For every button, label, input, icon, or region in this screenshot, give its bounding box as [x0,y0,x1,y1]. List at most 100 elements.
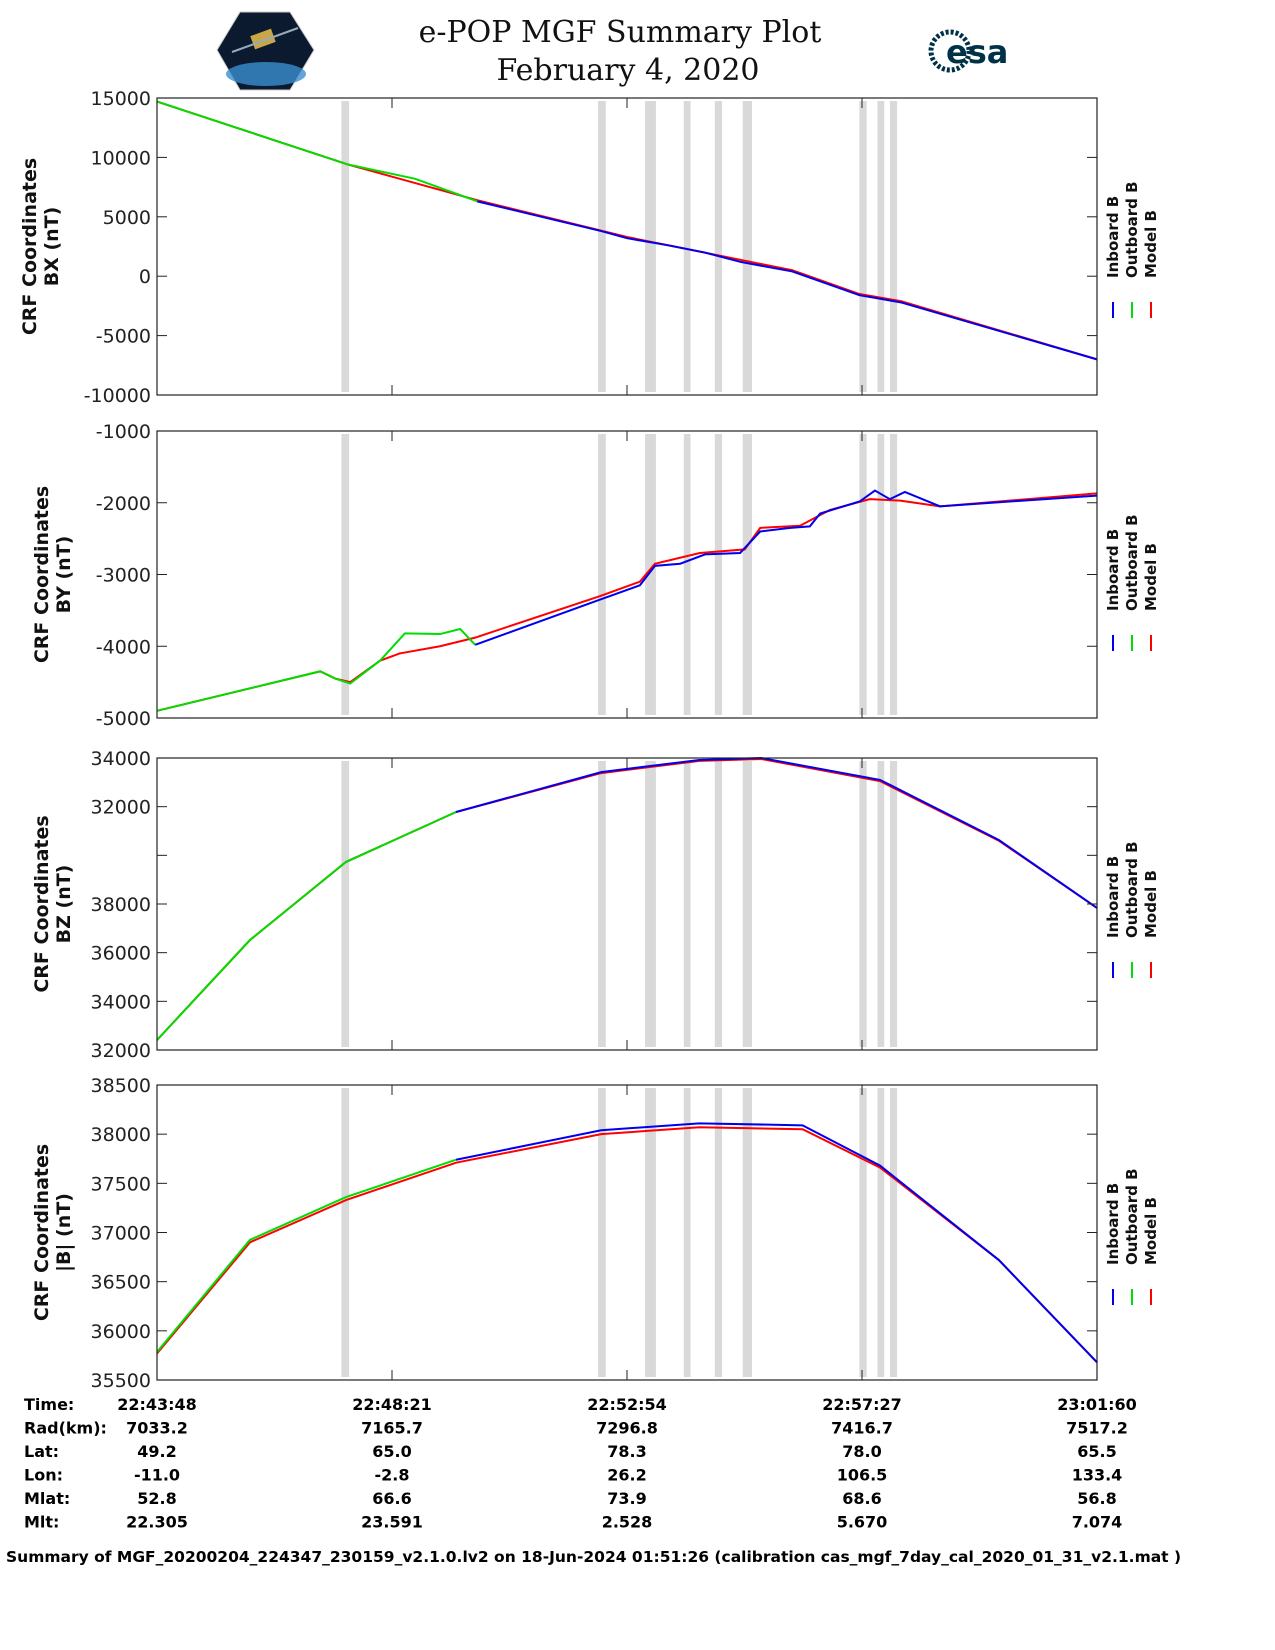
legend-label: Inboard B [1104,196,1122,278]
info-value: 22:52:54 [587,1395,667,1414]
info-value: 73.9 [607,1489,646,1508]
legend-label: Model B [1142,870,1160,938]
legend: Inboard B Outboard B Model B [1104,181,1160,318]
legend: Inboard B Outboard B Model B [1104,841,1160,978]
data-gap-band [645,1088,656,1377]
panel-3: 34000 32000 38000 36000 34000 32000 CRF Coordi… [31,748,1160,1062]
series-inboard-b [455,1122,1098,1363]
y-tick-label: 35500 [91,1370,151,1392]
data-gap-band [859,761,867,1047]
info-row-label: Lat: [24,1442,59,1461]
data-gap-band [859,101,867,392]
y-axis-label: CRF CoordinatesBZ (nT) [31,815,75,992]
series-model-b [156,1126,1098,1363]
info-value: 2.528 [602,1513,653,1532]
data-gap-band [598,1088,606,1377]
plot-frame [156,430,1098,719]
legend-label: Outboard B [1123,181,1141,278]
info-value: 78.0 [842,1442,881,1461]
info-value: 7165.7 [361,1419,423,1438]
legend-label: Inboard B [1104,856,1122,938]
cassiope-logo [216,11,315,91]
data-gap-band [645,101,656,392]
data-gap-band [889,434,898,715]
legend-label: Model B [1142,543,1160,611]
data-gap-band [877,1088,885,1377]
footer-summary: Summary of MGF_20200204_224347_230159_v2… [6,1548,1181,1566]
info-value: -2.8 [375,1466,410,1485]
y-tick-label: 38000 [91,1124,151,1146]
data-gap-band [714,434,723,715]
series-outboard-b [156,100,478,203]
data-gap-band [598,434,606,715]
info-value: 56.8 [1077,1489,1116,1508]
series-outboard-b [156,811,457,1041]
y-tick-label: 36000 [91,1321,151,1343]
info-row-label: Time: [24,1395,74,1414]
y-tick-label: -3000 [96,565,151,587]
y-tick-label: 37500 [91,1173,151,1195]
legend-label: Model B [1142,210,1160,278]
info-value: 78.3 [607,1442,646,1461]
info-value: 23.591 [361,1513,423,1532]
data-gap-band [341,761,350,1047]
y-tick-label: 37000 [91,1223,151,1245]
panel-4: 38500 38000 37500 37000 36500 36000 35500 CRF C… [31,1075,1160,1392]
info-value: 7.074 [1072,1513,1123,1532]
data-gap-band [341,434,350,715]
y-tick-label: -2000 [96,493,151,515]
info-value: 133.4 [1072,1466,1123,1485]
info-value: 106.5 [837,1466,888,1485]
info-value: 49.2 [137,1442,176,1461]
info-value: 7517.2 [1066,1419,1128,1438]
data-gap-band [859,1088,867,1377]
data-gap-band [341,101,350,392]
series-model-b [156,492,1098,712]
data-gap-band [645,761,656,1047]
info-value: 7296.8 [596,1419,658,1438]
y-tick-label: -10000 [84,385,151,407]
legend-label: Outboard B [1123,514,1141,611]
y-tick-label: 34000 [91,991,151,1013]
data-gap-band [714,761,723,1047]
y-tick-label: 32000 [91,797,151,819]
data-gap-band [742,434,752,715]
data-gap-band [889,101,898,392]
y-tick-label: 38500 [91,1075,151,1097]
info-value: 7033.2 [126,1419,188,1438]
legend-label: Inboard B [1104,1183,1122,1265]
data-gap-band [742,761,752,1047]
legend-label: Model B [1142,1197,1160,1265]
data-gap-band [598,761,606,1047]
info-row-label: Mlat: [24,1489,70,1508]
legend: Inboard B Outboard B Model B [1104,1168,1160,1305]
series-inboard-b [476,200,1098,361]
info-value: 23:01:60 [1057,1395,1137,1414]
info-value: 26.2 [607,1466,646,1485]
info-value: 22:57:27 [822,1395,902,1414]
y-tick-label: 10000 [91,147,151,169]
info-value: 68.6 [842,1489,881,1508]
info-row-label: Lon: [24,1466,63,1485]
data-gap-band [889,1088,898,1377]
data-gap-band [742,1088,752,1377]
y-tick-label: 15000 [91,88,151,110]
legend-label: Outboard B [1123,1168,1141,1265]
data-gap-band [683,434,691,715]
info-row-label: Rad(km): [24,1419,107,1438]
legend-label: Inboard B [1104,529,1122,611]
y-tick-label: 36000 [91,943,151,965]
plot-date: February 4, 2020 [496,53,759,88]
data-gap-band [877,434,885,715]
data-gap-band [341,1088,350,1377]
y-tick-label: 38000 [91,894,151,916]
data-gap-band [714,101,723,392]
y-tick-label: 5000 [103,207,151,229]
y-tick-label: 32000 [91,1040,151,1062]
y-axis-label: CRF Coordinates|B| (nT) [31,1144,75,1321]
info-value: 22:48:21 [352,1395,432,1414]
plot-frame [156,757,1098,1051]
esa-logo: esa [928,29,1008,73]
